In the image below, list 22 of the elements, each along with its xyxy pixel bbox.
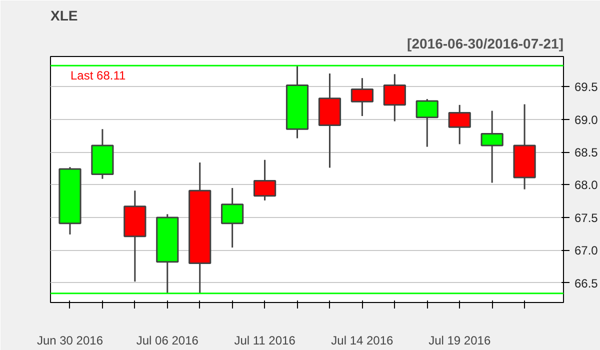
y-tick-label: 67.0	[574, 244, 598, 258]
candlestick	[448, 104, 471, 145]
candlestick	[221, 187, 244, 248]
candlestick	[383, 73, 406, 122]
y-tick-label: 69.5	[574, 80, 598, 94]
y-tick-label: 68.0	[574, 178, 598, 192]
annotation: Last 68.11	[70, 68, 126, 82]
chart-subtitle: [2016-06-30/2016-07-21]	[407, 36, 564, 52]
candlestick	[416, 98, 438, 148]
candlestick	[253, 159, 276, 202]
y-tick-label: 67.5	[574, 210, 598, 225]
candlestick	[350, 77, 374, 117]
x-tick-label: Jul 11 2016	[234, 334, 296, 348]
x-tick-label: Jul 14 2016	[331, 334, 394, 348]
y-tick-label: 69.0	[574, 112, 598, 127]
chart-title: XLE	[50, 8, 78, 24]
x-tick-label: Jul 06 2016	[136, 334, 199, 348]
x-tick-label: Jul 19 2016	[428, 334, 491, 348]
x-tick-label: Jun 30 2016	[36, 334, 104, 348]
y-tick-label: 68.5	[574, 146, 598, 160]
candlestick	[480, 110, 504, 184]
y-tick-label: 66.5	[574, 276, 598, 290]
